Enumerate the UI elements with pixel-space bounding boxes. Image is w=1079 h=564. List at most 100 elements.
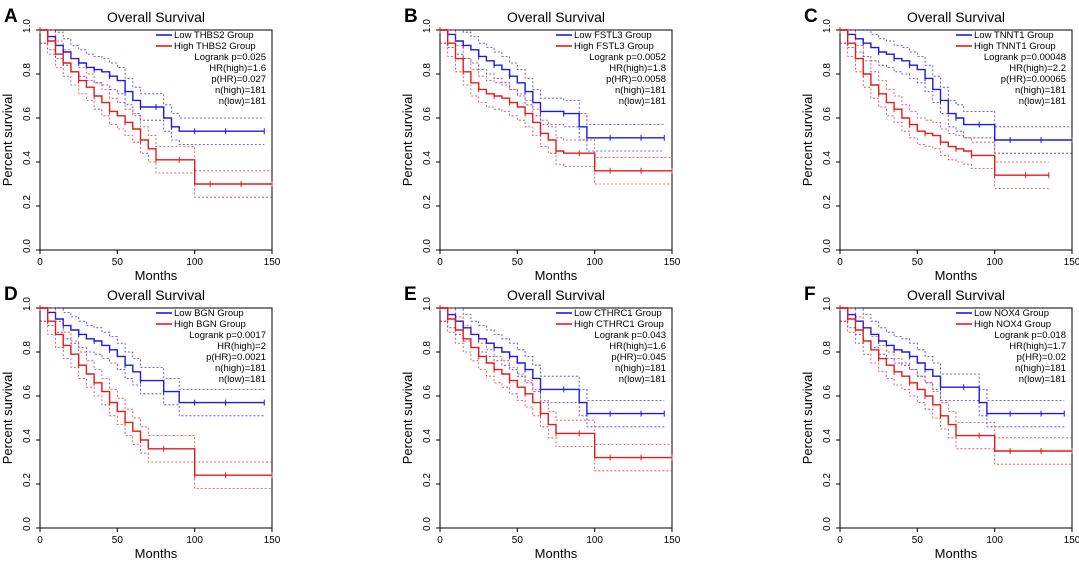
panel-f: F Overall Survival 0.0 0.2 0.4 0.6 0.8 1.0 0 50 10…	[800, 284, 1079, 561]
y-tick-label: 0.0	[22, 239, 33, 253]
low-group-ci-upper	[840, 29, 1072, 128]
legend-entry: Low TNNT1 Group	[974, 30, 1054, 41]
stats-label: p(HR)=0.045	[611, 352, 666, 363]
x-tick-label: 0	[437, 257, 443, 268]
high-group-ci-lower	[40, 320, 272, 489]
stats-label: p(HR)=0.0021	[206, 352, 266, 363]
x-tick-label: 100	[186, 257, 203, 268]
x-axis-label: Months	[535, 268, 578, 283]
high-group-ci-lower	[440, 42, 672, 185]
y-axis-label: Percent survival	[800, 94, 815, 187]
stats-label: HR(high)=2	[217, 341, 266, 352]
y-tick-label: 0.2	[822, 473, 833, 487]
x-tick-label: 100	[586, 257, 603, 268]
y-tick-label: 0.8	[22, 63, 33, 77]
stats-label: p(HR)=0.00065	[1001, 74, 1066, 85]
stats-label: p(HR)=0.0058	[606, 74, 666, 85]
x-axis-label: Months	[135, 546, 178, 561]
stats-label: p(HR)=0.027	[211, 74, 266, 85]
panel-letter: A	[4, 6, 18, 27]
legend-entry: Low THBS2 Group	[174, 30, 254, 41]
high-group-ci-upper	[40, 307, 272, 463]
y-tick-label: 0.4	[22, 429, 33, 443]
stats-label: n(low)=181	[219, 96, 266, 107]
low-group-survival-line	[40, 29, 265, 132]
plot-frame	[39, 307, 273, 529]
y-tick-label: 0.6	[822, 107, 833, 121]
legend-entry: Low FSTL3 Group	[574, 30, 652, 41]
x-tick-label: 150	[664, 535, 681, 546]
chart-title: Overall Survival	[507, 287, 605, 303]
y-tick-label: 0.4	[822, 151, 833, 165]
legend-entry: High NOX4 Group	[974, 319, 1051, 330]
y-tick-label: 1.0	[22, 19, 33, 33]
panel-b: B Overall Survival 0.0 0.2 0.4 0.6 0.8 1.0 0 50 10…	[400, 6, 681, 283]
y-tick-label: 0.8	[822, 341, 833, 355]
x-tick-label: 50	[912, 257, 924, 268]
y-tick-label: 0.6	[22, 385, 33, 399]
y-axis-label: Percent survival	[400, 372, 415, 465]
panel-letter: F	[804, 284, 816, 305]
high-group-ci-lower	[840, 42, 1049, 189]
y-tick-label: 1.0	[422, 297, 433, 311]
legend-entry: High FSTL3 Group	[574, 41, 654, 52]
plot-frame	[439, 29, 673, 251]
panel-letter: D	[4, 284, 18, 305]
stats-label: n(high)=181	[215, 85, 266, 96]
low-group-ci-upper	[440, 29, 665, 125]
low-group-ci-upper	[40, 29, 265, 119]
x-tick-label: 100	[986, 257, 1003, 268]
x-tick-label: 0	[437, 535, 443, 546]
x-tick-label: 0	[37, 535, 43, 546]
panel-letter: B	[404, 6, 418, 27]
x-axis-label: Months	[935, 546, 978, 561]
panel-d: D Overall Survival 0.0 0.2 0.4 0.6 0.8 1.0 0 50 10…	[0, 284, 281, 561]
high-group-ci-upper	[840, 29, 1049, 163]
stats-label: Logrank p=0.043	[594, 330, 666, 341]
stats-label: n(low)=181	[219, 374, 266, 385]
legend-entry: High CTHRC1 Group	[574, 319, 664, 330]
low-group-ci-lower	[440, 320, 665, 428]
chart-title: Overall Survival	[907, 287, 1005, 303]
chart-title: Overall Survival	[107, 9, 205, 25]
plot-frame	[439, 307, 673, 529]
y-tick-label: 0.0	[822, 517, 833, 531]
chart-title: Overall Survival	[507, 9, 605, 25]
stats-label: HR(high)=1.6	[609, 341, 666, 352]
y-tick-label: 0.2	[822, 195, 833, 209]
high-group-ci-lower	[840, 320, 1072, 465]
x-tick-label: 0	[837, 535, 843, 546]
high-group-survival-line	[440, 29, 672, 172]
x-tick-label: 150	[1064, 535, 1079, 546]
stats-label: n(low)=181	[1019, 374, 1066, 385]
y-tick-label: 0.4	[822, 429, 833, 443]
x-tick-label: 50	[912, 535, 924, 546]
stats-label: n(high)=181	[1015, 363, 1066, 374]
stats-label: n(low)=181	[619, 374, 666, 385]
y-tick-label: 0.6	[422, 385, 433, 399]
y-axis-label: Percent survival	[0, 94, 15, 187]
y-tick-label: 0.6	[422, 107, 433, 121]
y-tick-label: 1.0	[822, 19, 833, 33]
x-axis-label: Months	[135, 268, 178, 283]
y-tick-label: 0.6	[22, 107, 33, 121]
stats-label: HR(high)=1.6	[209, 63, 266, 74]
y-tick-label: 0.2	[422, 195, 433, 209]
y-tick-label: 0.0	[822, 239, 833, 253]
panel-letter: C	[804, 6, 818, 27]
x-axis-label: Months	[535, 546, 578, 561]
x-tick-label: 150	[1064, 257, 1079, 268]
low-group-survival-line	[440, 307, 665, 415]
stats-label: Logrank p=0.0052	[589, 52, 666, 63]
legend-entry: High THBS2 Group	[174, 41, 256, 52]
high-group-ci-upper	[440, 29, 672, 158]
plot-frame	[39, 29, 273, 251]
x-tick-label: 150	[664, 257, 681, 268]
y-axis-label: Percent survival	[800, 372, 815, 465]
stats-label: HR(high)=1.8	[609, 63, 666, 74]
low-group-survival-line	[840, 29, 1072, 141]
y-tick-label: 0.0	[422, 239, 433, 253]
y-tick-label: 0.4	[22, 151, 33, 165]
high-group-ci-upper	[840, 307, 1072, 439]
y-tick-label: 0.8	[22, 341, 33, 355]
